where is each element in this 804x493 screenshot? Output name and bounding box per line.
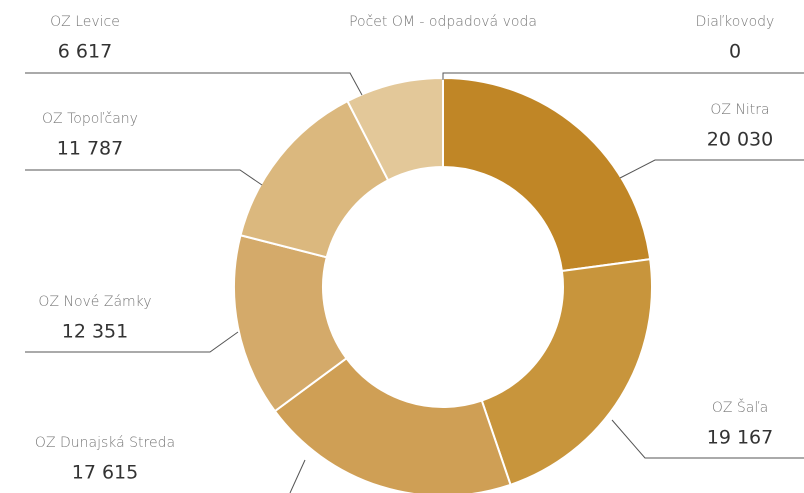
slice-label: OZ Topoľčany: [42, 111, 138, 127]
slice-label: OZ Levice: [50, 14, 120, 30]
value-label: 6 617: [58, 41, 112, 63]
leader-line: [442, 72, 804, 80]
leader-line: [25, 169, 263, 186]
leader-line: [611, 419, 804, 459]
donut-slice: [480, 258, 653, 487]
leader-line: [25, 331, 239, 353]
slice-label: OZ Dunajská Streda: [35, 435, 175, 451]
value-label: 17 615: [72, 462, 138, 484]
value-label: 0: [729, 41, 741, 63]
donut-slice: [442, 76, 652, 273]
value-label: 19 167: [707, 427, 773, 449]
leader-line: [25, 72, 363, 96]
slice-label: Diaľkovody: [696, 14, 775, 30]
value-label: 12 351: [62, 321, 128, 343]
chart-title: Počet OM - odpadová voda: [349, 14, 537, 30]
leader-line: [619, 159, 804, 179]
slice-label: OZ Nové Zámky: [38, 294, 151, 310]
value-label: 20 030: [707, 129, 773, 151]
value-label: 11 787: [57, 138, 123, 160]
slice-label: OZ Nitra: [710, 102, 769, 118]
donut-slice: [273, 356, 512, 493]
slice-label: OZ Šaľa: [712, 398, 768, 416]
leader-line: [289, 459, 306, 493]
